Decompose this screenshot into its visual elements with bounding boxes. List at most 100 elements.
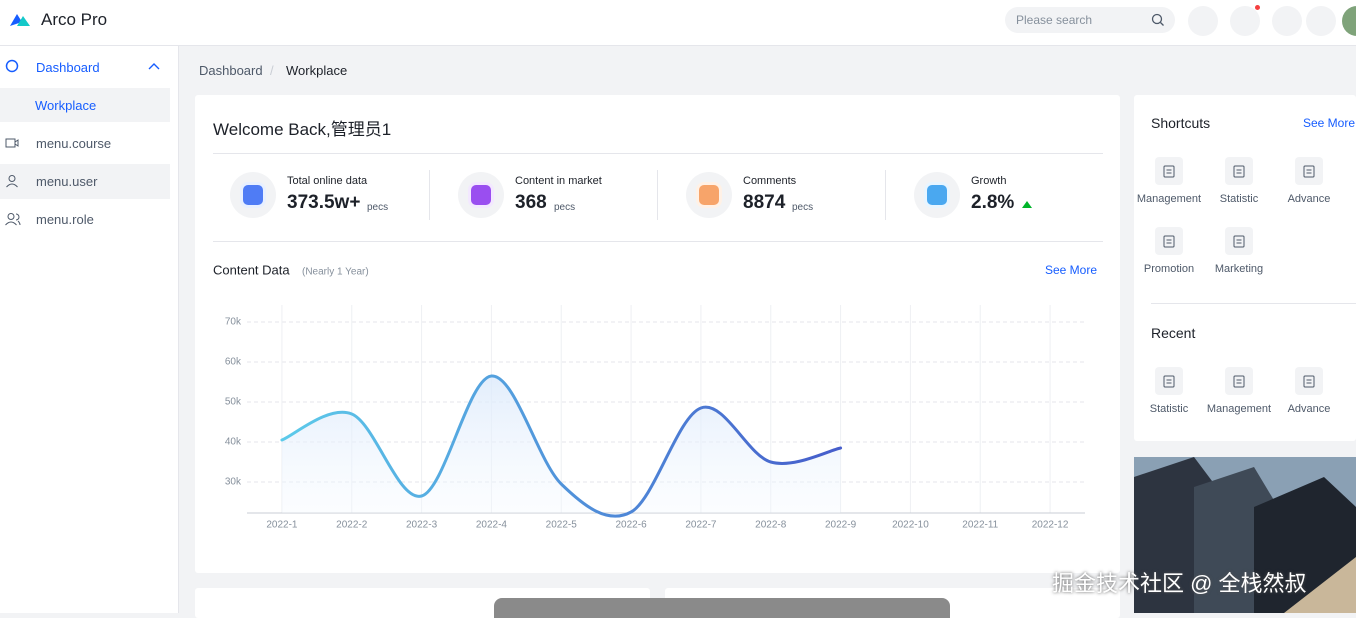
user-icon (6, 175, 18, 188)
x-tick-label: 2022-11 (962, 520, 998, 531)
shortcut-label: Statistic (1219, 193, 1259, 205)
breadcrumb-item[interactable]: Dashboard (199, 63, 263, 78)
icon-glyph (1303, 165, 1315, 177)
stats-row: Total online data 373.5w+ pecs Content in m… (230, 170, 1110, 230)
search-icon (1151, 13, 1164, 26)
shortcut-icon (1295, 367, 1323, 395)
shortcut-label: Management (1206, 403, 1272, 415)
line (280, 374, 843, 518)
stat-value: 368 (515, 192, 547, 213)
menu-item[interactable]: menu.role (36, 212, 94, 227)
shortcut[interactable]: Advance (1274, 367, 1344, 415)
menu-item[interactable]: menu.user (36, 174, 98, 189)
stat-value: 2.8% (971, 192, 1015, 213)
stat-icon (927, 185, 947, 205)
settings-button[interactable] (1306, 6, 1336, 36)
shortcut-icon (1225, 367, 1253, 395)
breadcrumb-item: Workplace (286, 63, 348, 78)
language-button[interactable] (1188, 6, 1218, 36)
shortcut[interactable]: Management (1134, 157, 1204, 205)
growth-arrow (1022, 201, 1032, 208)
course-icon (5, 138, 19, 148)
icon-glyph (1163, 375, 1175, 387)
shortcut-icon (1225, 157, 1253, 185)
shortcut-label: Management (1136, 193, 1202, 205)
stat-label: Content in market (515, 175, 602, 187)
see-more-link[interactable]: See More (1045, 263, 1098, 277)
theme-button[interactable] (1272, 6, 1302, 36)
icon-glyph (1163, 165, 1175, 177)
shortcut-icon (1155, 227, 1183, 255)
x-tick-label: 2022-4 (476, 520, 508, 531)
chart-title: Content Data (213, 262, 290, 277)
notification-dot (1255, 5, 1260, 10)
area (281, 375, 841, 517)
shortcut-icon (1155, 157, 1183, 185)
stat-value: 8874 (743, 192, 786, 213)
collapse-arrow (148, 63, 160, 70)
shortcut-label: Advance (1287, 403, 1331, 415)
x-tick-label: 2022-9 (825, 520, 857, 531)
shortcut-label: Statistic (1149, 403, 1189, 415)
x-tick-label: 2022-2 (336, 520, 368, 531)
sidebar: Dashboard Workplace menu.course menu.use… (0, 46, 179, 613)
menu-item[interactable]: Workplace (35, 98, 97, 113)
shortcuts-title: Shortcuts (1151, 115, 1211, 131)
x-tick-label: 2022-6 (616, 520, 648, 531)
logo-text: Arco Pro (41, 10, 108, 29)
logo-icon (10, 14, 30, 26)
notification-button[interactable] (1230, 6, 1260, 36)
shortcut-icon (1295, 157, 1323, 185)
y-tick-label: 40k (225, 437, 242, 448)
role-icon (5, 213, 21, 226)
menu-selected-bg (0, 88, 170, 122)
shortcuts-card: Shortcuts See More Management Statistic Ad… (1134, 95, 1356, 441)
shortcut[interactable]: Promotion (1134, 227, 1204, 275)
shortcut-icon (1225, 227, 1253, 255)
stat-unit: pecs (792, 202, 814, 213)
x-tick-label: 2022-3 (406, 520, 438, 531)
menu-item[interactable]: menu.course (36, 136, 112, 151)
search-placeholder: Please search (1016, 13, 1093, 27)
header: Arco Pro Please search (0, 0, 1356, 46)
shortcut[interactable]: Statistic (1204, 157, 1274, 205)
watermark: 掘金技术社区 @ 全栈然叔 (1052, 571, 1307, 596)
divider (213, 241, 1103, 242)
icon-glyph (1233, 375, 1245, 387)
x-tick-label: 2022-8 (755, 520, 787, 531)
stat-divider (885, 170, 886, 220)
shortcut[interactable]: Statistic (1134, 367, 1204, 415)
y-tick-label: 50k (225, 397, 242, 408)
dashboard-icon (5, 59, 19, 73)
shortcut[interactable]: Advance (1274, 157, 1344, 205)
divider (213, 153, 1103, 154)
shortcut[interactable]: Marketing (1204, 227, 1274, 275)
x-tick-label: 2022-5 (546, 520, 578, 531)
stat-icon (471, 185, 491, 205)
chart-subtitle: (Nearly 1 Year) (302, 267, 369, 278)
welcome-title: Welcome Back,管理员1 (213, 120, 392, 139)
breadcrumb-separator: / (270, 63, 274, 78)
y-tick-label: 30k (225, 477, 242, 488)
shortcut-label: Marketing (1214, 263, 1264, 275)
stat-label: Comments (743, 175, 797, 187)
stat-divider (429, 170, 430, 220)
x-tick-label: 2022-12 (1032, 520, 1069, 531)
menu-hover-bg (0, 164, 170, 199)
shortcut-grid: Management Statistic Advance Promotion Marke… (1137, 157, 1356, 297)
divider (1151, 303, 1356, 304)
stat-label: Total online data (287, 175, 368, 187)
content-chart: Content Data (Nearly 1 Year) 30k 40k 50k 60… (213, 262, 1085, 531)
stat-unit: pecs (367, 202, 389, 213)
see-more-link[interactable]: See More (1303, 116, 1356, 130)
avatar[interactable] (1342, 6, 1356, 36)
stat-icon (699, 185, 719, 205)
recent-title: Recent (1151, 325, 1196, 341)
menu-item[interactable]: Dashboard (36, 60, 100, 75)
stat-value: 373.5w+ (287, 192, 361, 213)
search-box[interactable]: Please search (1005, 7, 1175, 33)
banner-image (1134, 457, 1356, 613)
shortcut[interactable]: Management (1204, 367, 1274, 415)
shortcut-label: Promotion (1143, 263, 1195, 275)
